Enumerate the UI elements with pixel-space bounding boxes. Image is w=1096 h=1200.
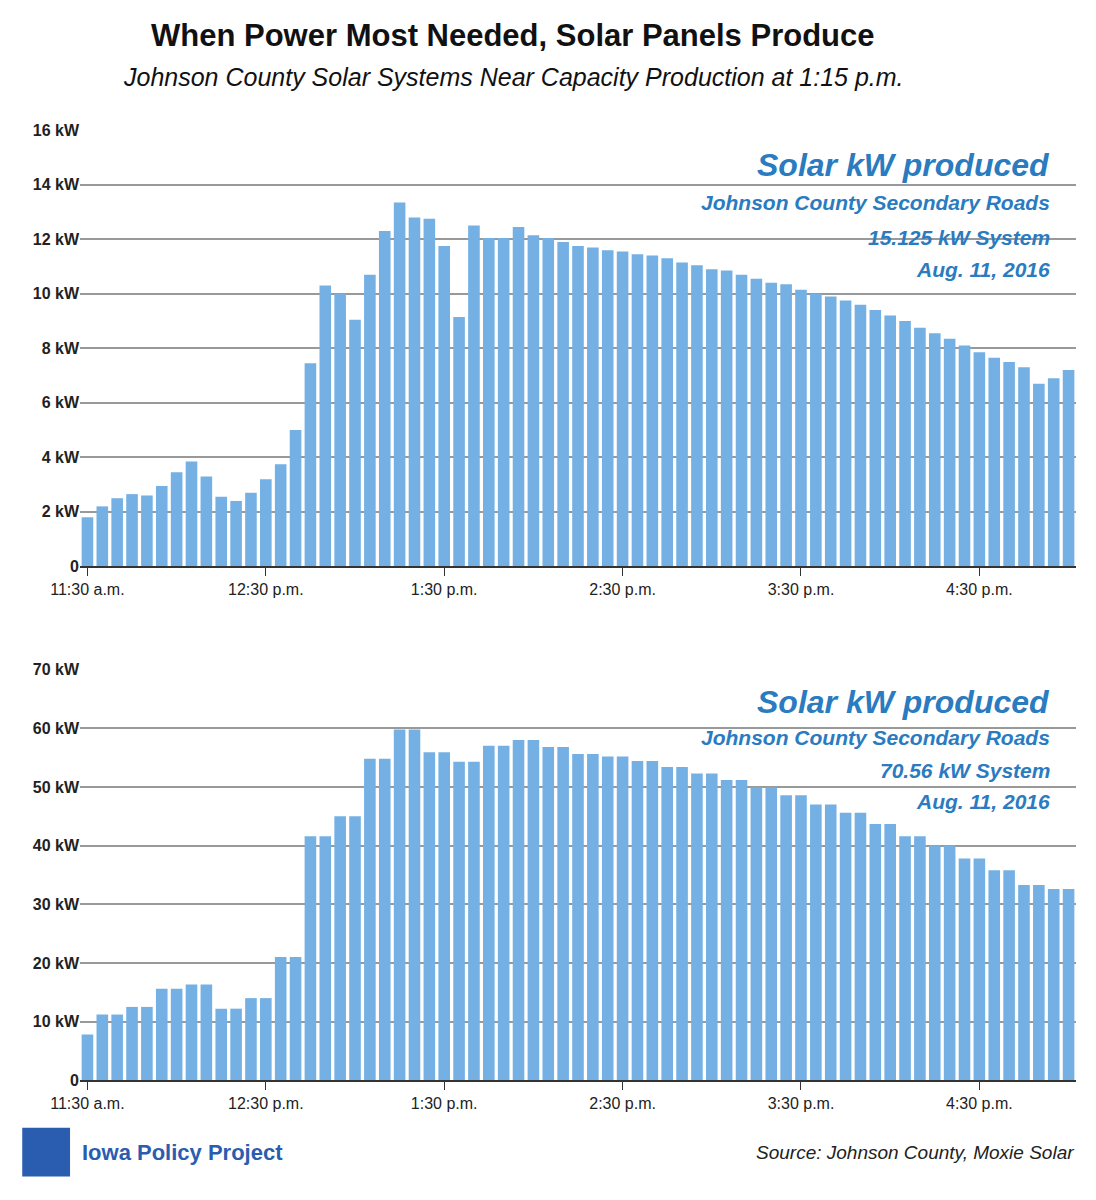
svg-text:2:30 p.m.: 2:30 p.m.	[589, 581, 656, 598]
svg-text:70.56 kW System: 70.56 kW System	[880, 759, 1050, 782]
svg-text:1:30 p.m.: 1:30 p.m.	[411, 581, 478, 598]
svg-text:12:30 p.m.: 12:30 p.m.	[228, 581, 304, 598]
svg-text:4:30 p.m.: 4:30 p.m.	[946, 581, 1013, 598]
svg-text:50 kW: 50 kW	[33, 779, 80, 796]
svg-text:3:30 p.m.: 3:30 p.m.	[768, 581, 835, 598]
svg-text:40 kW: 40 kW	[33, 837, 80, 854]
svg-text:60 kW: 60 kW	[33, 720, 80, 737]
svg-text:12 kW: 12 kW	[33, 231, 80, 248]
svg-text:0: 0	[70, 558, 79, 575]
svg-text:2:30 p.m.: 2:30 p.m.	[589, 1095, 656, 1112]
svg-text:16 kW: 16 kW	[33, 122, 80, 139]
svg-text:Johnson County Solar Systems N: Johnson County Solar Systems Near Capaci…	[123, 63, 904, 91]
svg-text:8 kW: 8 kW	[42, 340, 80, 357]
svg-text:Johnson County Secondary Roads: Johnson County Secondary Roads	[701, 191, 1050, 214]
svg-text:6 kW: 6 kW	[42, 394, 80, 411]
svg-text:30 kW: 30 kW	[33, 896, 80, 913]
svg-text:Aug. 11, 2016: Aug. 11, 2016	[916, 790, 1050, 813]
svg-text:10 kW: 10 kW	[33, 285, 80, 302]
svg-text:Solar kW produced: Solar kW produced	[757, 147, 1050, 183]
svg-text:Solar kW produced: Solar kW produced	[757, 684, 1050, 720]
svg-text:Johnson County Secondary Roads: Johnson County Secondary Roads	[701, 726, 1050, 749]
svg-text:3:30 p.m.: 3:30 p.m.	[768, 1095, 835, 1112]
svg-text:0: 0	[70, 1072, 79, 1089]
svg-text:2 kW: 2 kW	[42, 503, 80, 520]
svg-text:4:30 p.m.: 4:30 p.m.	[946, 1095, 1013, 1112]
svg-text:14 kW: 14 kW	[33, 176, 80, 193]
svg-text:4 kW: 4 kW	[42, 449, 80, 466]
svg-text:11:30 a.m.: 11:30 a.m.	[50, 1095, 124, 1112]
svg-text:1:30 p.m.: 1:30 p.m.	[411, 1095, 478, 1112]
svg-text:70 kW: 70 kW	[33, 661, 80, 678]
svg-text:15.125 kW System: 15.125 kW System	[868, 226, 1050, 249]
svg-text:20 kW: 20 kW	[33, 955, 80, 972]
svg-text:11:30 a.m.: 11:30 a.m.	[50, 581, 124, 598]
svg-text:When Power Most Needed, Solar: When Power Most Needed, Solar Panels Pro…	[151, 18, 875, 53]
svg-text:Iowa Policy Project: Iowa Policy Project	[82, 1140, 283, 1165]
svg-text:10 kW: 10 kW	[33, 1013, 80, 1030]
svg-text:Aug. 11, 2016: Aug. 11, 2016	[916, 258, 1050, 281]
svg-text:12:30 p.m.: 12:30 p.m.	[228, 1095, 304, 1112]
svg-text:Source: Johnson County, Moxie: Source: Johnson County, Moxie Solar	[756, 1142, 1074, 1163]
